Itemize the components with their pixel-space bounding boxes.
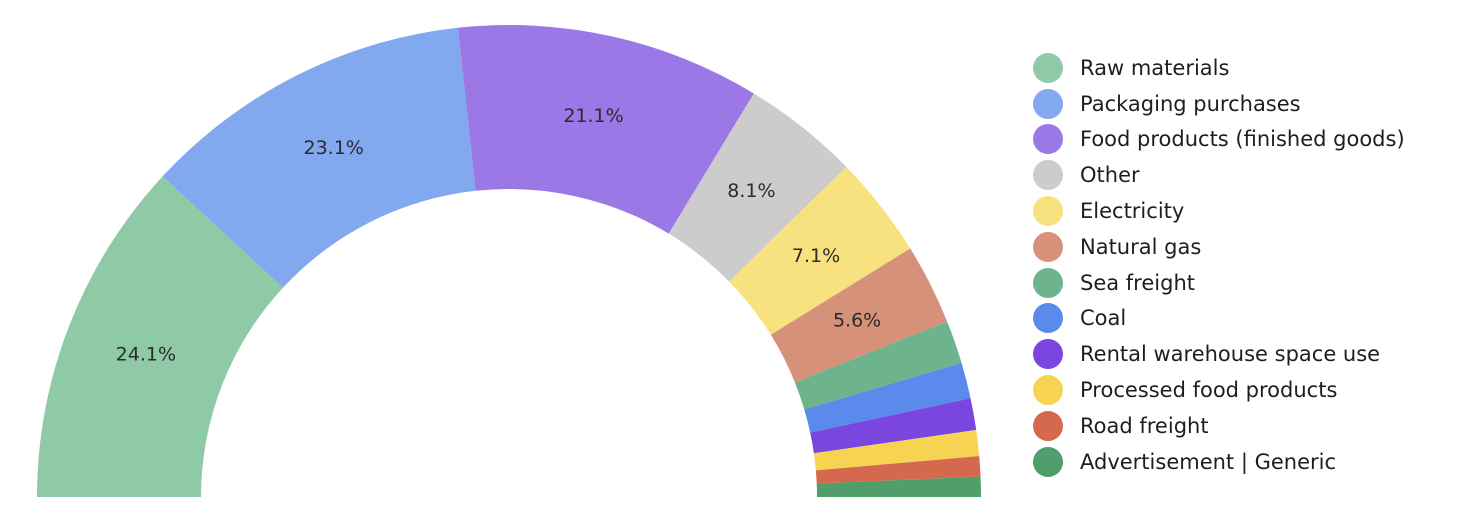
legend-swatch — [1033, 446, 1063, 477]
legend-item-raw-materials: Raw materials — [1033, 50, 1405, 86]
legend-item-other: Other — [1033, 157, 1405, 193]
slice-sea-freight — [794, 321, 962, 410]
legend-swatch — [1033, 88, 1063, 119]
slice-packaging-purchases — [162, 27, 476, 288]
legend-label: Natural gas — [1080, 234, 1202, 259]
slice-rental-warehouse-space-use — [810, 398, 977, 454]
legend-label: Other — [1080, 163, 1140, 188]
legend-swatch — [1033, 231, 1063, 262]
slice-food-products-finished-goods — [457, 25, 754, 234]
slice-label-other: 8.1% — [727, 180, 775, 202]
slice-natural-gas — [770, 248, 948, 383]
slice-coal — [804, 362, 971, 433]
chart-slices — [37, 25, 981, 498]
slice-other — [668, 93, 847, 282]
legend-swatch — [1033, 196, 1063, 227]
slice-label-packaging-purchases: 23.1% — [303, 137, 363, 159]
legend-swatch — [1033, 375, 1063, 406]
legend-label: Rental warehouse space use — [1080, 342, 1381, 367]
legend-swatch — [1033, 339, 1063, 370]
slice-processed-food-products — [813, 429, 980, 471]
legend-label: Packaging purchases — [1080, 91, 1301, 116]
legend-swatch — [1033, 410, 1063, 441]
chart-legend: Raw materials Packaging purchases Food pro… — [1033, 50, 1405, 480]
legend-swatch — [1033, 267, 1063, 298]
half-donut-chart: 24.1% 23.1% 21.1% 8.1% 7.1% 5.6% — [37, 25, 981, 498]
legend-label: Road freight — [1080, 413, 1209, 438]
legend-label: Processed food products — [1080, 378, 1338, 403]
legend-swatch — [1033, 52, 1063, 83]
legend-swatch — [1033, 303, 1063, 334]
legend-label: Raw materials — [1080, 55, 1230, 80]
slice-label-electricity: 7.1% — [792, 245, 840, 267]
slice-label-natural-gas: 5.6% — [833, 310, 881, 332]
legend-item-road-freight: Road freight — [1033, 408, 1405, 444]
chart-slice-labels: 24.1% 23.1% 21.1% 8.1% 7.1% 5.6% — [116, 105, 882, 365]
slice-electricity — [729, 166, 911, 335]
legend-label: Advertisement | Generic — [1080, 449, 1337, 474]
slice-label-raw-materials: 24.1% — [116, 343, 176, 365]
legend-item-packaging-purchases: Packaging purchases — [1033, 86, 1405, 122]
legend-item-coal: Coal — [1033, 301, 1405, 337]
legend-item-food-products-finished-goods: Food products (finished goods) — [1033, 122, 1405, 158]
legend-item-natural-gas: Natural gas — [1033, 229, 1405, 265]
slice-advertisement-generic — [816, 476, 981, 497]
slice-road-freight — [815, 456, 981, 484]
legend-label: Electricity — [1080, 199, 1185, 224]
slice-raw-materials — [37, 176, 283, 498]
legend-item-processed-food-products: Processed food products — [1033, 372, 1405, 408]
legend-label: Coal — [1080, 306, 1127, 331]
slice-label-food-products-finished-goods: 21.1% — [563, 105, 623, 127]
legend-swatch — [1033, 160, 1063, 191]
legend-item-advertisement-generic: Advertisement | Generic — [1033, 444, 1405, 480]
legend-label: Food products (finished goods) — [1080, 127, 1405, 152]
legend-item-rental-warehouse-space-use: Rental warehouse space use — [1033, 336, 1405, 372]
legend-swatch — [1033, 124, 1063, 155]
legend-item-electricity: Electricity — [1033, 193, 1405, 229]
legend-item-sea-freight: Sea freight — [1033, 265, 1405, 301]
legend-label: Sea freight — [1080, 270, 1195, 295]
